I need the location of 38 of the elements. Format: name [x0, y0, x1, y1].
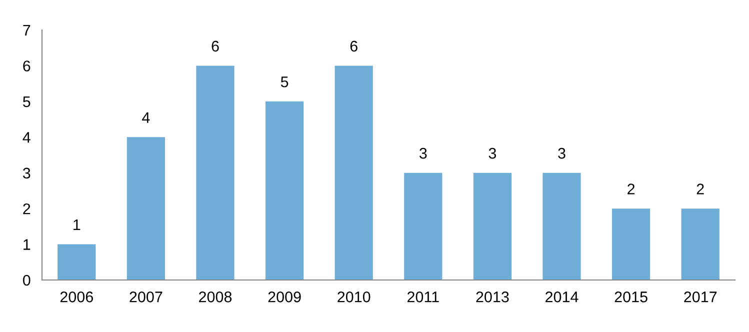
x-tick-label: 2010 [338, 292, 370, 302]
bar [58, 244, 96, 280]
y-tick-label: 0 [22, 274, 30, 286]
bar [681, 208, 720, 280]
data-label: 3 [558, 148, 566, 159]
data-label: 1 [74, 219, 80, 230]
x-tick-label: 2013 [476, 292, 509, 302]
bar [542, 172, 581, 280]
y-tick-label: 7 [23, 25, 30, 36]
bar [126, 137, 166, 280]
x-tick-label: 2006 [60, 292, 93, 302]
x-tick-label: 2017 [684, 292, 717, 302]
x-tick-label: 2008 [199, 292, 232, 302]
data-label: 6 [212, 40, 219, 52]
x-tick-label: 2009 [268, 292, 301, 302]
y-tick-label: 4 [22, 132, 30, 143]
y-tick-label: 5 [23, 96, 30, 108]
bar [196, 66, 234, 280]
x-tick-label: 2011 [407, 292, 439, 302]
x-tick-label: 2014 [546, 292, 578, 302]
y-tick-label: 2 [23, 203, 30, 214]
y-tick-label: 6 [23, 60, 30, 72]
y-tick-label: 3 [22, 168, 30, 179]
data-label: 3 [488, 148, 496, 159]
bar [334, 66, 373, 280]
data-label: 6 [350, 40, 358, 52]
bar [473, 172, 512, 280]
bar [612, 208, 650, 280]
data-label: 5 [280, 76, 288, 88]
data-label: 4 [142, 112, 150, 123]
x-tick-label: 2007 [130, 292, 162, 302]
data-label: 3 [419, 148, 427, 159]
data-label: 2 [696, 184, 704, 194]
bar [265, 101, 304, 280]
x-tick-label: 2015 [614, 292, 648, 302]
bar [404, 172, 442, 280]
data-label: 2 [628, 184, 635, 194]
y-tick-label: 1 [24, 239, 30, 250]
